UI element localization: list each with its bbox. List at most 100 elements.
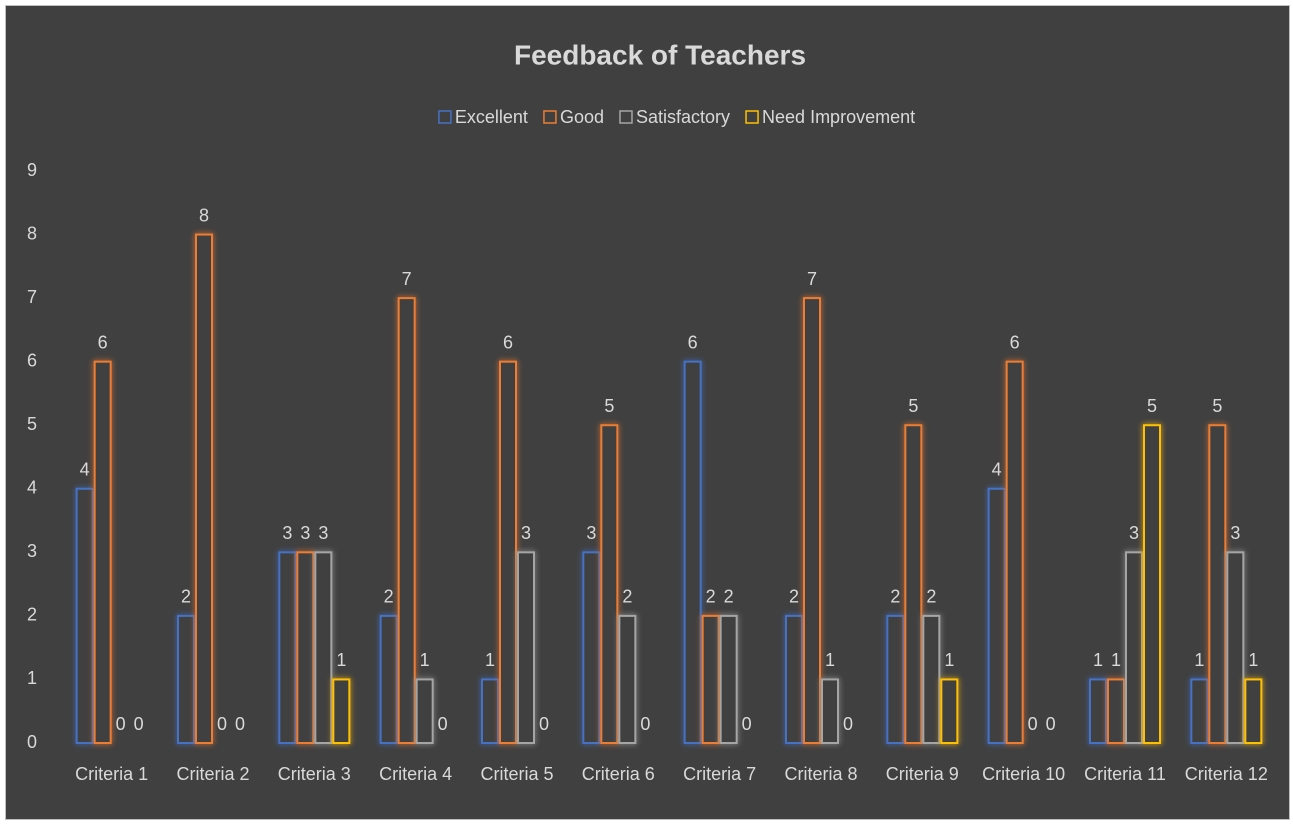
- bar: [499, 360, 517, 744]
- y-tick-label: 5: [27, 414, 37, 434]
- bar: [1125, 551, 1143, 744]
- x-tick-label: Criteria 10: [982, 764, 1066, 784]
- data-label: 2: [181, 587, 191, 607]
- data-label: 2: [724, 587, 734, 607]
- bar: [195, 233, 213, 745]
- legend-label: Satisfactory: [636, 107, 730, 127]
- legend-swatch: [438, 110, 452, 124]
- data-label: 0: [640, 714, 650, 734]
- data-label: 0: [217, 714, 227, 734]
- bar: [683, 360, 702, 744]
- data-label: 4: [80, 460, 90, 480]
- data-label: 6: [503, 332, 513, 352]
- y-tick-label: 9: [27, 160, 37, 180]
- bar: [481, 678, 499, 745]
- data-label: 3: [318, 523, 328, 543]
- x-tick-label: Criteria 3: [277, 764, 351, 784]
- bar: [701, 614, 720, 745]
- bar: [922, 614, 941, 745]
- bar: [904, 424, 923, 744]
- data-label: 1: [420, 650, 430, 670]
- data-label: 5: [604, 396, 614, 416]
- data-label: 3: [282, 523, 292, 543]
- data-label: 6: [1010, 332, 1020, 352]
- bar: [1208, 424, 1227, 744]
- data-label: 0: [438, 714, 448, 734]
- x-tick-label: Criteria 8: [784, 764, 858, 784]
- bar: [93, 360, 112, 744]
- bar: [940, 678, 959, 745]
- legend-swatch: [745, 110, 759, 124]
- y-tick-label: 4: [27, 478, 37, 498]
- data-label: 2: [789, 587, 799, 607]
- data-label: 6: [688, 332, 698, 352]
- y-tick-label: 2: [27, 605, 37, 625]
- bar: [1190, 678, 1209, 745]
- data-label: 6: [98, 332, 108, 352]
- bar: [415, 678, 434, 745]
- bar: [719, 614, 738, 745]
- bar: [75, 487, 94, 744]
- data-label: 0: [742, 714, 752, 734]
- bar: [1226, 551, 1245, 744]
- bar: [582, 551, 601, 744]
- chart-background: [5, 5, 1290, 820]
- data-label: 1: [825, 650, 835, 670]
- x-tick-label: Criteria 7: [683, 764, 757, 784]
- data-label: 0: [134, 714, 144, 734]
- data-label: 2: [622, 587, 632, 607]
- data-label: 3: [300, 523, 310, 543]
- bar: [618, 614, 637, 745]
- bar: [1244, 678, 1263, 745]
- data-label: 4: [992, 460, 1002, 480]
- bar: [379, 614, 398, 745]
- bar: [177, 614, 195, 745]
- y-tick-label: 8: [27, 223, 37, 243]
- data-label: 0: [539, 714, 549, 734]
- x-tick-label: Criteria 12: [1184, 764, 1268, 784]
- data-label: 3: [586, 523, 596, 543]
- data-label: 3: [1129, 523, 1139, 543]
- x-tick-label: Criteria 11: [1084, 764, 1166, 784]
- y-tick-label: 1: [27, 668, 37, 688]
- x-tick-label: Criteria 6: [581, 764, 655, 784]
- bar: [332, 678, 351, 745]
- bar: [821, 678, 839, 745]
- bar: [1089, 678, 1107, 745]
- data-label: 1: [1093, 650, 1103, 670]
- legend-label: Good: [560, 107, 604, 127]
- x-tick-label: Criteria 1: [75, 764, 149, 784]
- y-tick-label: 3: [27, 541, 37, 561]
- data-label: 1: [1248, 650, 1258, 670]
- legend-label: Need Improvement: [762, 107, 915, 127]
- legend-swatch: [543, 110, 557, 124]
- data-label: 7: [402, 269, 412, 289]
- bar: [1107, 678, 1125, 745]
- data-label: 3: [521, 523, 531, 543]
- data-label: 2: [384, 587, 394, 607]
- data-label: 0: [1028, 714, 1038, 734]
- data-label: 2: [890, 587, 900, 607]
- bar: [1005, 360, 1024, 744]
- bar: [803, 297, 821, 744]
- bar: [517, 551, 535, 744]
- data-label: 2: [926, 587, 936, 607]
- bar: [600, 424, 619, 744]
- x-tick-label: Criteria 4: [379, 764, 453, 784]
- data-label: 1: [336, 650, 346, 670]
- data-label: 1: [1111, 650, 1121, 670]
- x-tick-label: Criteria 9: [885, 764, 959, 784]
- data-label: 5: [908, 396, 918, 416]
- chart-title: Feedback of Teachers: [514, 39, 806, 70]
- x-tick-label: Criteria 5: [480, 764, 554, 784]
- bar: [314, 551, 333, 744]
- data-label: 0: [843, 714, 853, 734]
- data-label: 7: [807, 269, 817, 289]
- y-tick-label: 7: [27, 287, 37, 307]
- bar: [1143, 424, 1161, 744]
- bar: [278, 551, 297, 744]
- y-tick-label: 6: [27, 350, 37, 370]
- bar: [987, 487, 1006, 744]
